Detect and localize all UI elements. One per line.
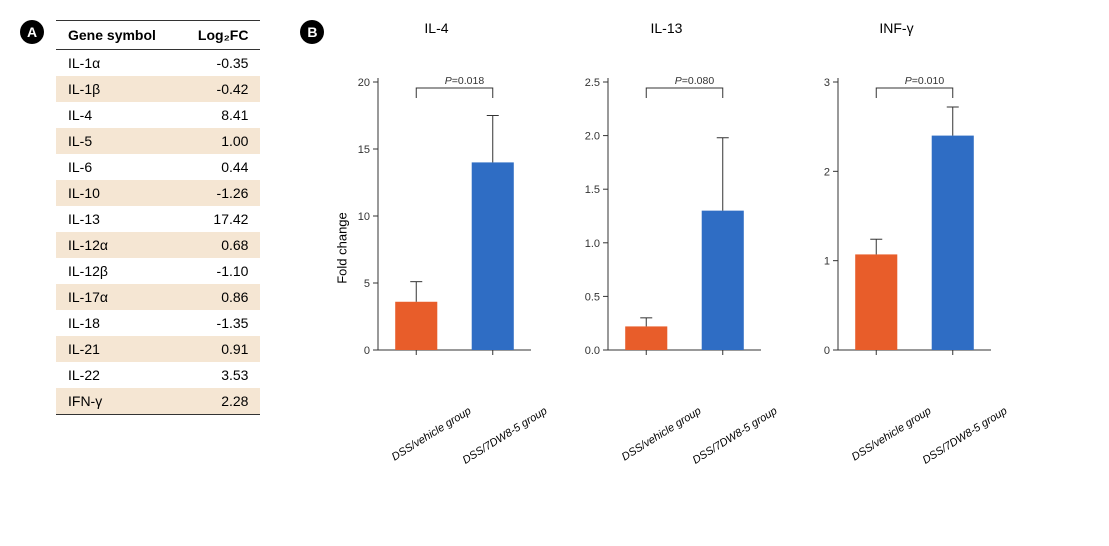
- gene-cell: IL-10: [56, 180, 168, 206]
- table-row: IL-51.00: [56, 128, 260, 154]
- table-row: IL-12β-1.10: [56, 258, 260, 284]
- svg-text:1.5: 1.5: [585, 184, 600, 196]
- gene-cell: IL-6: [56, 154, 168, 180]
- gene-cell: IL-17α: [56, 284, 168, 310]
- chart-inf-γ: INF-γ0123P=0.010DSS/vehicle groupDSS/7DW…: [796, 20, 996, 475]
- svg-text:0: 0: [824, 345, 830, 357]
- chart-title: IL-13: [566, 20, 766, 36]
- fc-cell: 17.42: [168, 206, 261, 232]
- table-row: IL-17α0.86: [56, 284, 260, 310]
- p-value-label: P=0.018: [445, 75, 485, 87]
- chart-il-13: IL-130.00.51.01.52.02.5P=0.080DSS/vehicl…: [566, 20, 766, 475]
- gene-cell: IL-1α: [56, 50, 168, 77]
- fc-cell: 0.91: [168, 336, 261, 362]
- fc-cell: 1.00: [168, 128, 261, 154]
- p-value-label: P=0.010: [905, 75, 945, 87]
- fc-cell: 0.68: [168, 232, 261, 258]
- svg-text:0: 0: [364, 345, 370, 357]
- p-value-label: P=0.080: [675, 75, 715, 87]
- chart-title: INF-γ: [796, 20, 996, 36]
- fc-cell: 2.28: [168, 388, 261, 415]
- gene-cell: IFN-γ: [56, 388, 168, 415]
- svg-text:2: 2: [824, 166, 830, 178]
- table-row: IL-223.53: [56, 362, 260, 388]
- bar: [856, 254, 898, 350]
- bar: [702, 211, 744, 350]
- svg-text:5: 5: [364, 278, 370, 290]
- table-row: IL-60.44: [56, 154, 260, 180]
- chart-il-4: IL-4Fold change05101520P=0.018DSS/vehicl…: [336, 20, 536, 475]
- svg-text:1.0: 1.0: [585, 238, 600, 250]
- gene-cell: IL-1β: [56, 76, 168, 102]
- fc-cell: 0.44: [168, 154, 261, 180]
- panel-b-badge: B: [300, 20, 324, 44]
- svg-text:2.5: 2.5: [585, 77, 600, 89]
- table-row: IFN-γ2.28: [56, 388, 260, 415]
- svg-text:15: 15: [358, 144, 370, 156]
- gene-cell: IL-12β: [56, 258, 168, 284]
- gene-cell: IL-4: [56, 102, 168, 128]
- chart-title: IL-4: [336, 20, 536, 36]
- svg-text:10: 10: [358, 211, 370, 223]
- gene-cell: IL-5: [56, 128, 168, 154]
- chart-svg: 0 1 2 3 P=0.010: [796, 40, 996, 370]
- svg-text:0.5: 0.5: [585, 291, 600, 303]
- gene-cell: IL-12α: [56, 232, 168, 258]
- table-row: IL-1β-0.42: [56, 76, 260, 102]
- table-row: IL-12α0.68: [56, 232, 260, 258]
- panel-b: B IL-4Fold change05101520P=0.018DSS/vehi…: [300, 20, 1089, 475]
- fc-cell: -1.26: [168, 180, 261, 206]
- table-row: IL-10-1.26: [56, 180, 260, 206]
- table-row: IL-48.41: [56, 102, 260, 128]
- svg-text:3: 3: [824, 77, 830, 89]
- table-row: IL-1317.42: [56, 206, 260, 232]
- fc-cell: -1.35: [168, 310, 261, 336]
- svg-text:20: 20: [358, 77, 370, 89]
- bar: [626, 326, 668, 350]
- table-row: IL-18-1.35: [56, 310, 260, 336]
- fc-cell: -1.10: [168, 258, 261, 284]
- table-row: IL-210.91: [56, 336, 260, 362]
- gene-cell: IL-13: [56, 206, 168, 232]
- panel-a: A Gene symbol Log₂FC IL-1α-0.35IL-1β-0.4…: [20, 20, 260, 415]
- bar: [472, 162, 514, 350]
- gene-cell: IL-22: [56, 362, 168, 388]
- gene-table: Gene symbol Log₂FC IL-1α-0.35IL-1β-0.42I…: [56, 20, 260, 415]
- panel-a-badge: A: [20, 20, 44, 44]
- gene-cell: IL-18: [56, 310, 168, 336]
- y-axis-label: Fold change: [335, 212, 350, 284]
- gene-col-header: Gene symbol: [56, 21, 168, 50]
- bar: [396, 302, 438, 350]
- chart-svg: 0.0 0.5 1.0 1.5 2.0 2.5 P=0.080: [566, 40, 766, 370]
- fc-cell: 0.86: [168, 284, 261, 310]
- fc-cell: -0.42: [168, 76, 261, 102]
- chart-svg: 0 5 10 15 20 P=0.018: [336, 40, 536, 370]
- svg-text:1: 1: [824, 256, 830, 268]
- svg-text:2.0: 2.0: [585, 131, 600, 143]
- fc-cell: 3.53: [168, 362, 261, 388]
- bar: [932, 136, 974, 350]
- table-row: IL-1α-0.35: [56, 50, 260, 77]
- gene-cell: IL-21: [56, 336, 168, 362]
- fc-cell: 8.41: [168, 102, 261, 128]
- svg-text:0.0: 0.0: [585, 345, 600, 357]
- fc-cell: -0.35: [168, 50, 261, 77]
- fc-col-header: Log₂FC: [168, 21, 261, 50]
